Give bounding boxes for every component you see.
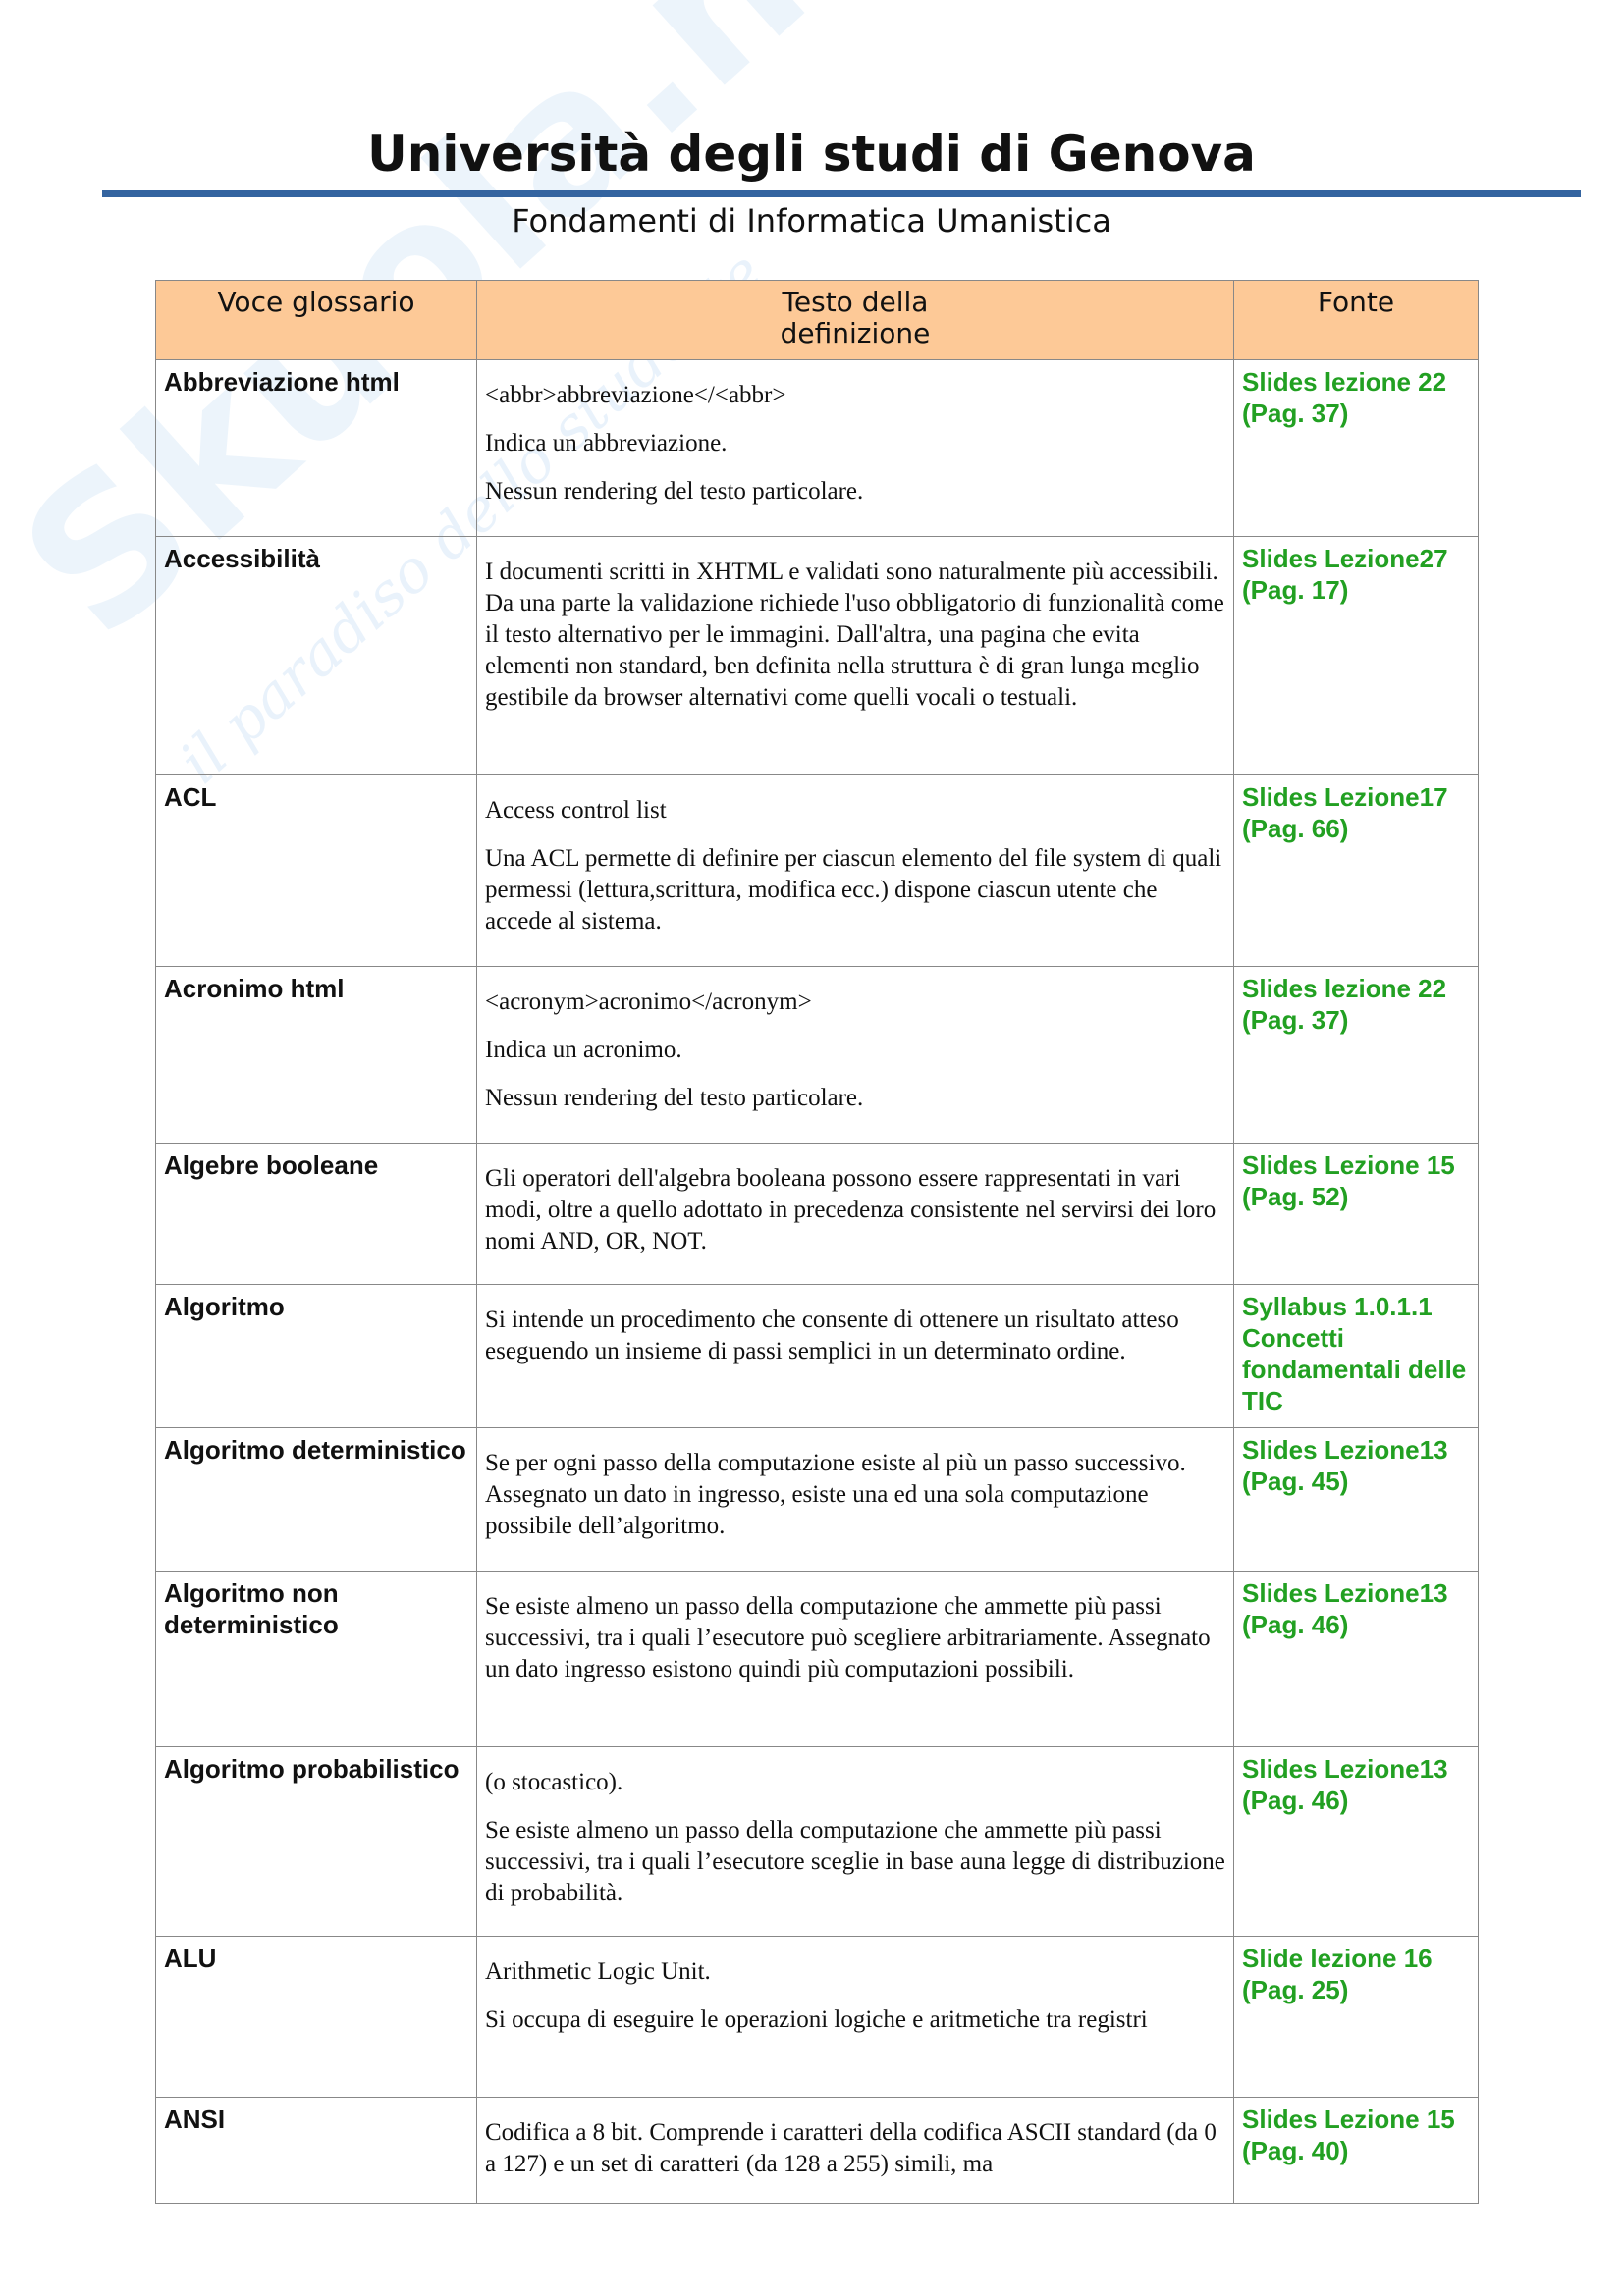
definition-paragraph: Una ACL permette di definire per ciascun… <box>485 845 1222 934</box>
source-reference: Slide lezione 16 (Pag. 25) <box>1233 1936 1479 2098</box>
source-reference: Slides Lezione13 (Pag. 45) <box>1233 1427 1479 1572</box>
definition-cell: Access control list Una ACL permette di d… <box>476 774 1234 967</box>
glossary-term: Acronimo html <box>155 966 477 1144</box>
source-reference: Slides Lezione13 (Pag. 46) <box>1233 1746 1479 1937</box>
glossary-term: Accessibilità <box>155 536 477 775</box>
definition-paragraph: Se per ogni passo della computazione esi… <box>485 1450 1186 1539</box>
source-reference: Slides lezione 22 (Pag. 37) <box>1233 359 1479 537</box>
title-divider <box>102 190 1581 197</box>
glossary-term: Algoritmo deterministico <box>155 1427 477 1572</box>
definition-paragraph: <acronym>acronimo</acronym> <box>485 988 812 1015</box>
table-row: Algebre booleane Gli operatori dell'algeb… <box>155 1143 1479 1285</box>
source-reference: Syllabus 1.0.1.1 Concetti fondamentali d… <box>1233 1284 1479 1428</box>
definition-cell: Se esiste almeno un passo della computaz… <box>476 1571 1234 1747</box>
table-row: ALU Arithmetic Logic Unit. Si occupa di es… <box>155 1936 1479 2098</box>
definition-paragraph: Codifica a 8 bit. Comprende i caratteri … <box>485 2119 1217 2177</box>
definition-paragraph: Indica un acronimo. <box>485 1037 682 1063</box>
definition-paragraph: Arithmetic Logic Unit. <box>485 1958 711 1985</box>
definition-paragraph: Se esiste almeno un passo della computaz… <box>485 1817 1225 1906</box>
definition-paragraph: <abbr>abbreviazione</<abbr> <box>485 382 786 408</box>
definition-cell: Si intende un procedimento che consente … <box>476 1284 1234 1428</box>
column-header-definition: Testo della definizione <box>476 280 1234 360</box>
definition-paragraph: Se esiste almeno un passo della computaz… <box>485 1593 1211 1682</box>
column-header-source: Fonte <box>1233 280 1479 360</box>
definition-cell: (o stocastico). Se esiste almeno un passo… <box>476 1746 1234 1937</box>
definition-cell: Se per ogni passo della computazione esi… <box>476 1427 1234 1572</box>
source-reference: Slides Lezione27 (Pag. 17) <box>1233 536 1479 775</box>
source-reference: Slides Lezione 15 (Pag. 40) <box>1233 2097 1479 2204</box>
definition-paragraph: Si occupa di eseguire le operazioni logi… <box>485 2006 1148 2033</box>
glossary-term: ANSI <box>155 2097 477 2204</box>
source-reference: Slides Lezione 15 (Pag. 52) <box>1233 1143 1479 1285</box>
glossary-term: Abbreviazione html <box>155 359 477 537</box>
definition-cell: Gli operatori dell'algebra booleana poss… <box>476 1143 1234 1285</box>
definition-paragraph: I documenti scritti in XHTML e validati … <box>485 559 1224 711</box>
source-reference: Slides lezione 22 (Pag. 37) <box>1233 966 1479 1144</box>
table-row: Algoritmo deterministico Se per ogni pass… <box>155 1427 1479 1572</box>
table-row: Abbreviazione html <abbr>abbreviazione</<… <box>155 359 1479 537</box>
table-header-row: Voce glossario Testo della definizione F… <box>155 280 1479 360</box>
definition-paragraph: (o stocastico). <box>485 1769 623 1795</box>
definition-paragraph: Nessun rendering del testo particolare. <box>485 478 864 505</box>
table-row: Algoritmo non deterministico Se esiste al… <box>155 1571 1479 1747</box>
table-row: ANSI Codifica a 8 bit. Comprende i caratt… <box>155 2097 1479 2204</box>
table-row: Algoritmo probabilistico (o stocastico). S… <box>155 1746 1479 1937</box>
definition-cell: I documenti scritti in XHTML e validati … <box>476 536 1234 775</box>
definition-paragraph: Access control list <box>485 797 667 824</box>
definition-cell: Codifica a 8 bit. Comprende i caratteri … <box>476 2097 1234 2204</box>
glossary-term: Algoritmo <box>155 1284 477 1428</box>
glossary-term: ALU <box>155 1936 477 2098</box>
table-row: Accessibilità I documenti scritti in XHTM… <box>155 536 1479 775</box>
source-reference: Slides Lezione17 (Pag. 66) <box>1233 774 1479 967</box>
table-row: Acronimo html <acronym>acronimo</acronym>… <box>155 966 1479 1144</box>
definition-paragraph: Indica un abbreviazione. <box>485 430 728 456</box>
table-row: Algoritmo Si intende un procedimento che … <box>155 1284 1479 1428</box>
page-title: Università degli studi di Genova <box>367 126 1256 183</box>
definition-cell: Arithmetic Logic Unit. Si occupa di esegu… <box>476 1936 1234 2098</box>
definition-paragraph: Si intende un procedimento che consente … <box>485 1307 1179 1364</box>
definition-paragraph: Nessun rendering del testo particolare. <box>485 1085 864 1111</box>
glossary-table: Voce glossario Testo della definizione F… <box>155 280 1479 2204</box>
glossary-term: Algoritmo non deterministico <box>155 1571 477 1747</box>
glossary-term: Algoritmo probabilistico <box>155 1746 477 1937</box>
page-subtitle: Fondamenti di Informatica Umanistica <box>512 202 1111 240</box>
definition-cell: <acronym>acronimo</acronym> Indica un acr… <box>476 966 1234 1144</box>
definition-cell: <abbr>abbreviazione</<abbr> Indica un abb… <box>476 359 1234 537</box>
glossary-term: ACL <box>155 774 477 967</box>
source-reference: Slides Lezione13 (Pag. 46) <box>1233 1571 1479 1747</box>
glossary-term: Algebre booleane <box>155 1143 477 1285</box>
definition-paragraph: Gli operatori dell'algebra booleana poss… <box>485 1165 1217 1255</box>
column-header-term: Voce glossario <box>155 280 477 360</box>
table-row: ACL Access control list Una ACL permette d… <box>155 774 1479 967</box>
